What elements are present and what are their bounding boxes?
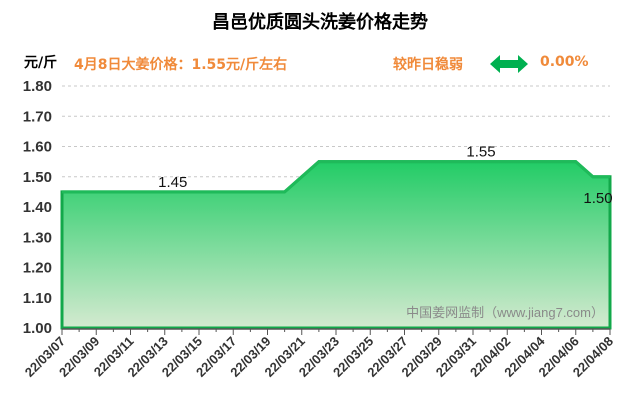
data-label: 1.50 [583,190,612,207]
data-label: 1.55 [466,144,495,161]
y-tick-label: 1.60 [23,139,52,156]
chart-title: 昌邑优质圆头洗姜价格走势 [212,12,428,33]
y-tick-label: 1.10 [23,290,52,307]
left-right-arrow-icon [490,55,528,73]
y-tick-label: 1.70 [23,108,52,125]
y-tick-label: 1.30 [23,229,52,246]
y-axis-unit: 元/斤 [24,55,58,71]
y-tick-label: 1.40 [23,199,52,216]
price-line [62,160,610,194]
data-label: 1.45 [158,174,187,191]
y-tick-label: 1.50 [23,169,52,186]
change-percent: 0.00% [540,54,589,70]
price-area [60,160,612,330]
watermark: 中国姜网监制（www.jiang7.com） [406,305,604,320]
y-tick-label: 1.80 [23,78,52,95]
y-tick-label: 1.00 [23,320,52,337]
compare-text: 较昨日稳弱 [393,57,463,73]
price-info: 4月8日大姜价格：1.55元/斤左右 [74,57,288,73]
y-tick-label: 1.20 [23,260,52,277]
